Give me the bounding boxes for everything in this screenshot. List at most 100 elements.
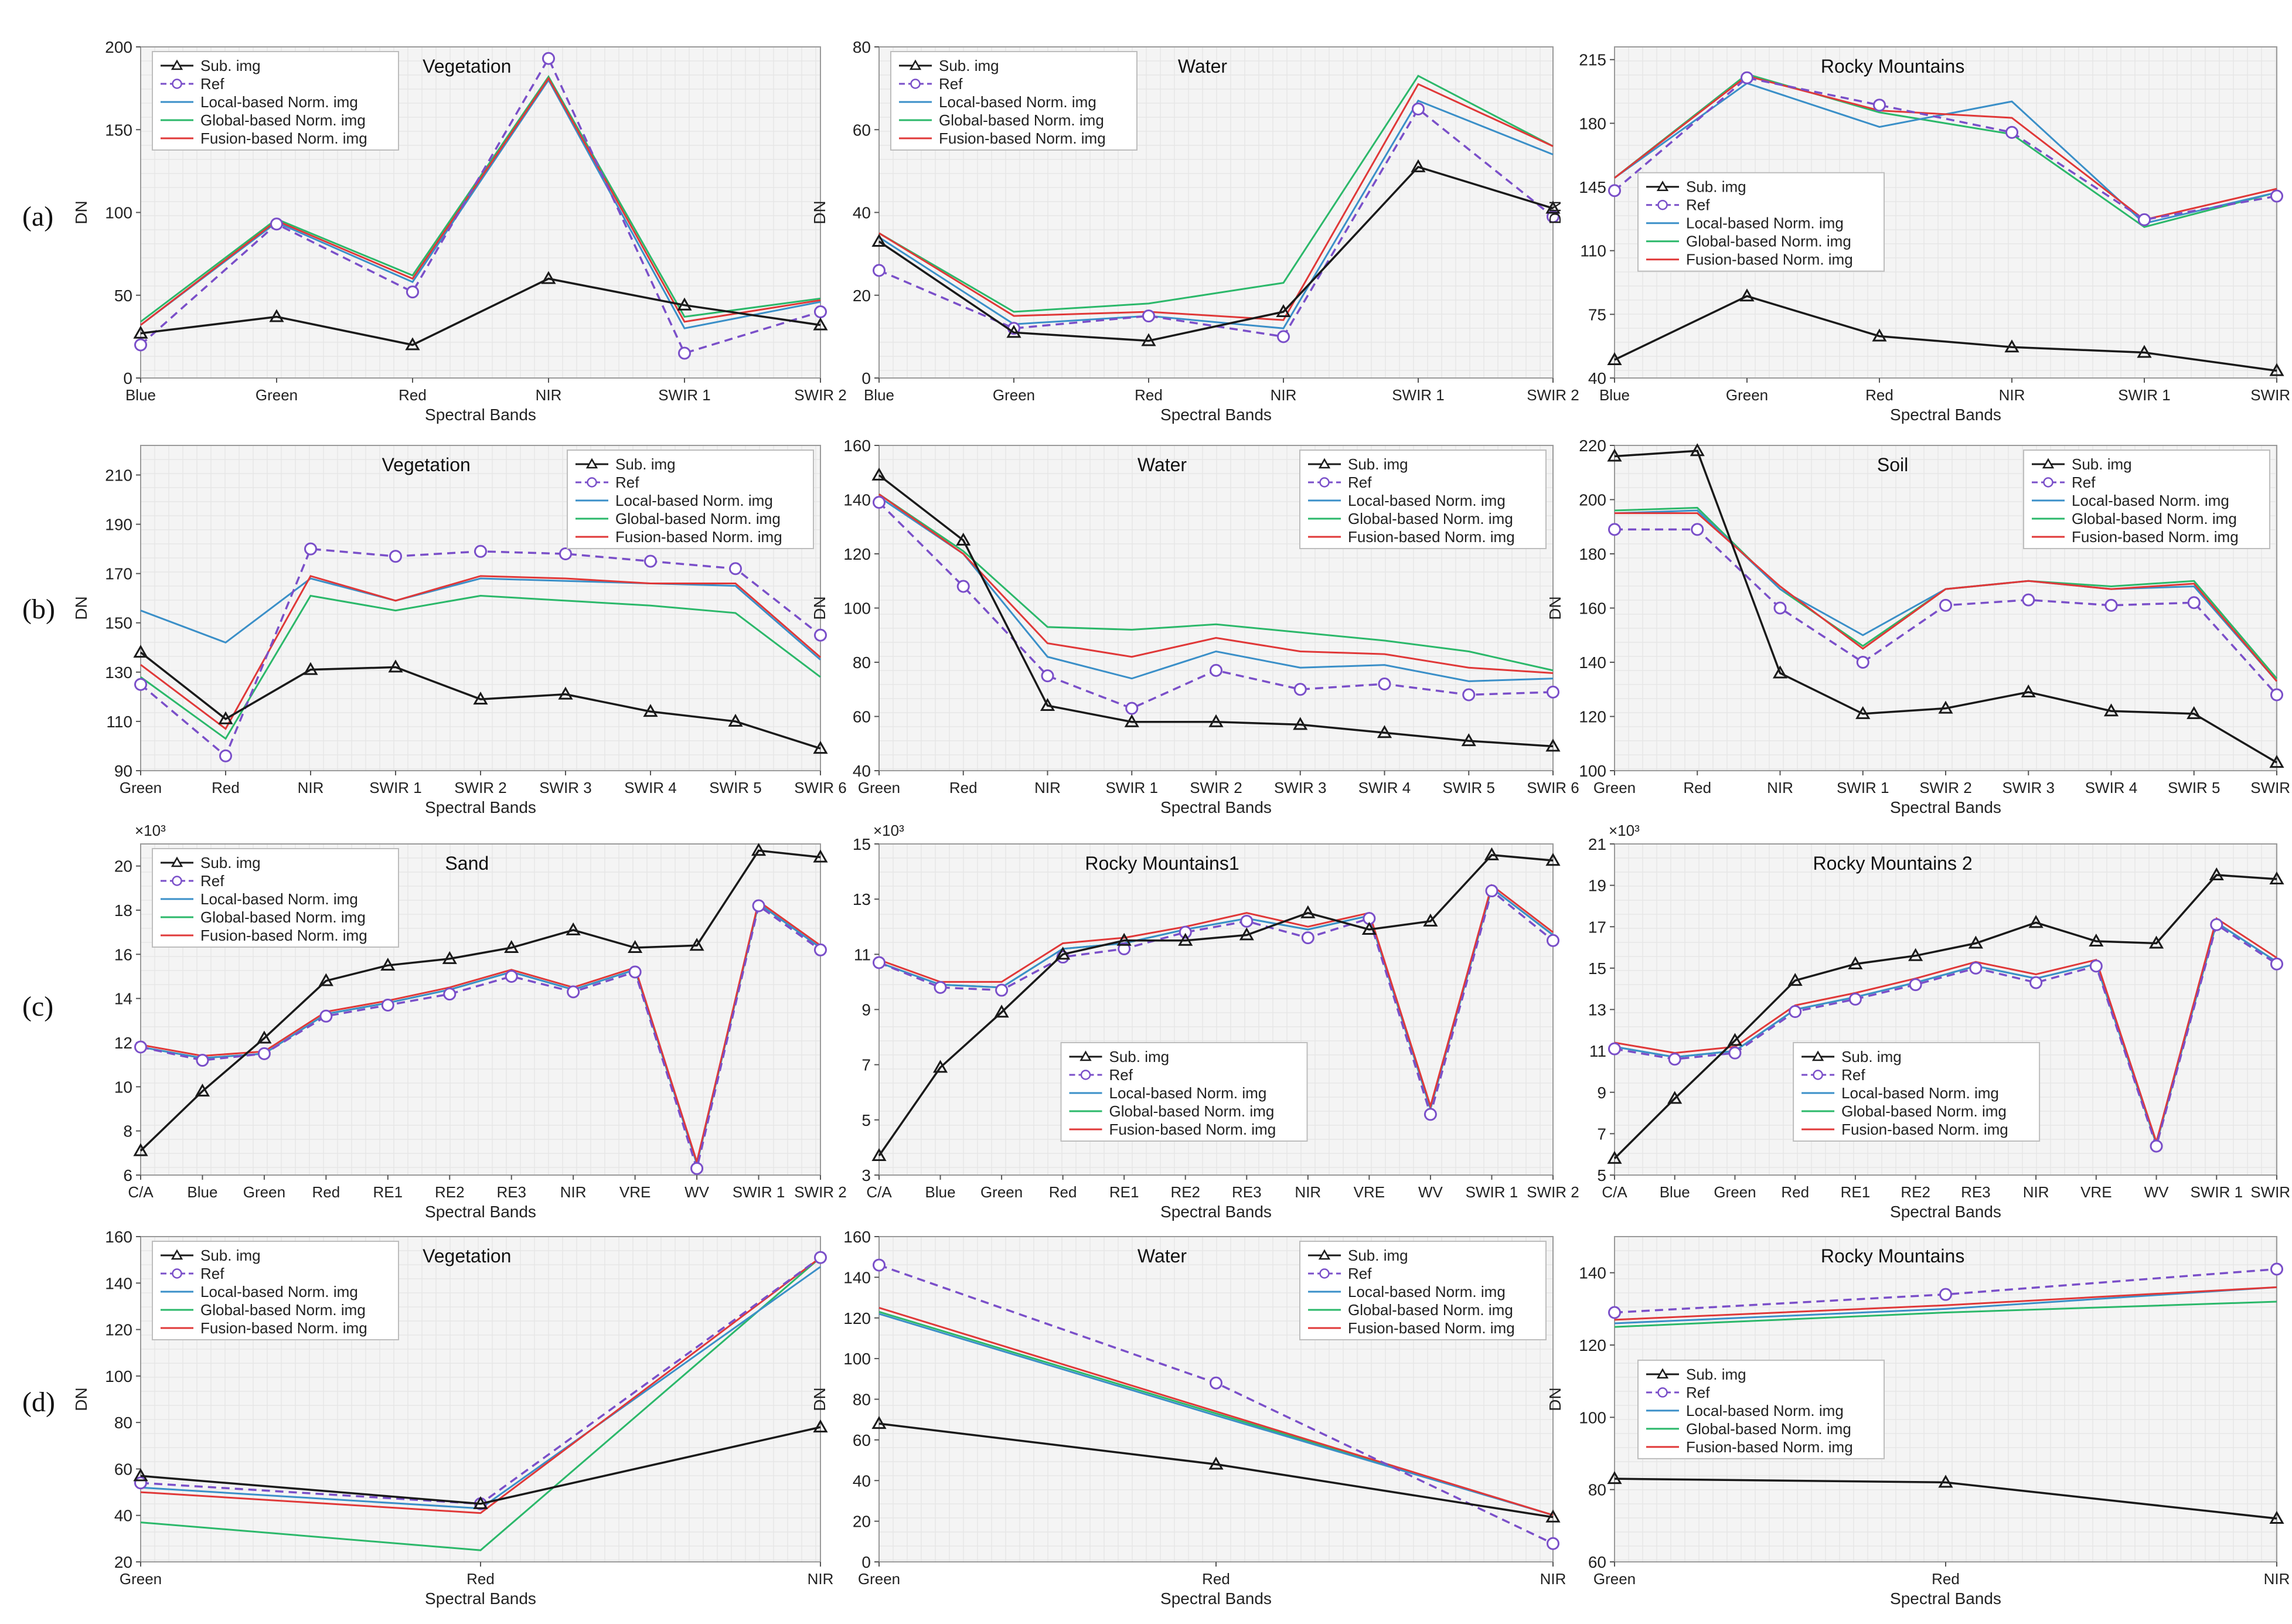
chart-3-series-ref-point bbox=[2138, 213, 2151, 226]
chart-8-x-tick-label: RE2 bbox=[1170, 1183, 1200, 1201]
chart-10-series-sub-point bbox=[813, 1419, 828, 1433]
chart-10-title: Vegetation bbox=[423, 1245, 511, 1266]
chart-2-y-tick-label: 40 bbox=[853, 204, 871, 222]
chart-3-series-ref-point bbox=[1741, 71, 1753, 84]
chart-4-series-ref-point bbox=[474, 544, 487, 558]
chart-2-title: Water bbox=[1178, 56, 1228, 77]
chart-2-legend-label-global: Global-based Norm. img bbox=[939, 111, 1104, 129]
chart-2-legend-label-fusion: Fusion-based Norm. img bbox=[939, 130, 1106, 147]
chart-5-y-tick-label: 160 bbox=[843, 437, 871, 455]
chart-10-legend-label-global: Global-based Norm. img bbox=[200, 1301, 366, 1319]
chart-5-legend-label-sub: Sub. img bbox=[1348, 455, 1408, 473]
chart-11-x-tick-label: Green bbox=[858, 1570, 900, 1588]
chart-2-y-tick-label: 80 bbox=[853, 38, 871, 56]
chart-8-x-tick-label: VRE bbox=[1354, 1183, 1385, 1201]
chart-12-legend-box bbox=[1637, 1359, 1885, 1459]
chart-6-series-ref-point bbox=[1691, 523, 1704, 536]
chart-12-series-sub-point bbox=[1938, 1475, 1953, 1488]
chart-2-series-sub-point bbox=[1141, 333, 1156, 346]
chart-2-legend-box bbox=[890, 51, 1138, 151]
chart-2-series-ref-point bbox=[873, 264, 886, 277]
chart-5-y-tick-label: 60 bbox=[853, 708, 871, 726]
chart-9-series-sub-point bbox=[2089, 933, 2104, 947]
chart-12-series-ref-point bbox=[2270, 1262, 2283, 1276]
chart-2-series-global-line bbox=[878, 74, 1554, 313]
chart-2-y-tick-label: 20 bbox=[853, 287, 871, 305]
chart-6-series-ref-point bbox=[1773, 601, 1787, 615]
chart-4-series-ref-point bbox=[304, 542, 317, 556]
chart-4-series-ref-point bbox=[729, 562, 742, 576]
chart-5-series-sub-point bbox=[1545, 738, 1561, 752]
chart-8-series-sub-point bbox=[994, 1005, 1009, 1018]
chart-5-x-tick-label: SWIR 5 bbox=[1442, 779, 1495, 796]
chart-8-series-sub-point bbox=[1239, 927, 1254, 941]
chart-6-y-axis-label: DN bbox=[1546, 596, 1564, 619]
chart-8-series-ref-point bbox=[1423, 1108, 1437, 1121]
chart-11-legend-label-local: Local-based Norm. img bbox=[1348, 1283, 1506, 1300]
chart-4-series-sub-point bbox=[303, 662, 318, 675]
chart-7-series-fusion-line bbox=[140, 900, 821, 1166]
chart-6-x-tick-label: SWIR 4 bbox=[2085, 779, 2138, 796]
chart-7-legend-box bbox=[152, 848, 399, 948]
chart-6-title: Soil bbox=[1877, 454, 1908, 475]
chart-4-x-tick-label: SWIR 6 bbox=[794, 779, 847, 796]
chart-11-legend-box bbox=[1299, 1241, 1547, 1340]
chart-9-legend-label-sub: Sub. img bbox=[1841, 1048, 1902, 1065]
chart-1-series-ref-point bbox=[270, 217, 283, 231]
chart-3-series-sub-line bbox=[1614, 295, 2277, 372]
chart-6-series-fusion-line bbox=[1615, 512, 2278, 682]
chart-1-series-sub-point bbox=[813, 317, 828, 331]
chart-9-y-tick-label: 5 bbox=[1597, 1166, 1606, 1184]
chart-1-legend-marker-ref bbox=[172, 79, 182, 89]
chart-5-x-tick-label: Green bbox=[858, 779, 900, 796]
chart-9-series-sub-point bbox=[1607, 1150, 1622, 1164]
chart-11-legend-marker-ref bbox=[1319, 1268, 1330, 1279]
chart-2-x-tick-label: Red bbox=[1135, 386, 1163, 404]
chart-4-y-tick-label: 130 bbox=[105, 663, 132, 682]
chart-6-series-sub-point bbox=[2021, 684, 2036, 697]
chart-12-series-fusion-line bbox=[1614, 1286, 2277, 1321]
chart-9-y-exponent: ×10³ bbox=[1609, 822, 1640, 839]
chart-4-series-sub-point bbox=[643, 704, 658, 717]
chart-9-x-tick-label: SWIR 2 bbox=[2250, 1183, 2292, 1201]
chart-7-series-sub-point bbox=[689, 938, 704, 951]
chart-8-y-tick-label: 9 bbox=[861, 1001, 871, 1019]
chart-10-series-ref-point bbox=[134, 1476, 147, 1490]
chart-5-x-tick-label: Red bbox=[949, 779, 978, 796]
chart-5-series-ref-point bbox=[1041, 669, 1054, 683]
chart-5-series-sub-line bbox=[878, 474, 1554, 748]
chart-4-series-local-line bbox=[140, 577, 821, 661]
chart-3-series-fusion-line bbox=[1614, 75, 2277, 221]
chart-4-y-tick-label: 150 bbox=[105, 614, 132, 632]
chart-5-legend-label-local: Local-based Norm. img bbox=[1348, 492, 1506, 509]
chart-6-series-ref-point bbox=[2022, 593, 2035, 607]
chart-8-y-tick-label: 11 bbox=[854, 945, 871, 963]
chart-8-legend-label-fusion: Fusion-based Norm. img bbox=[1109, 1121, 1276, 1138]
chart-8-title: Rocky Mountains1 bbox=[1085, 853, 1239, 874]
row-label-d: (d) bbox=[22, 1387, 55, 1418]
chart-7-x-tick-label: SWIR 1 bbox=[733, 1183, 785, 1201]
chart-12-series-local-line bbox=[1614, 1286, 2277, 1325]
chart-6-x-tick-label: SWIR 2 bbox=[1919, 779, 1972, 796]
chart-6-series-sub-point bbox=[2269, 755, 2284, 768]
chart-7-legend-label-local: Local-based Norm. img bbox=[200, 890, 358, 908]
chart-2-series-sub-line bbox=[878, 165, 1554, 342]
chart-1-series-sub-line bbox=[140, 277, 821, 346]
row-label-a: (a) bbox=[22, 201, 54, 232]
chart-4-legend-label-sub: Sub. img bbox=[615, 455, 676, 473]
chart-8-series-ref-point bbox=[934, 980, 947, 994]
chart-9-y-tick-label: 13 bbox=[1588, 1001, 1606, 1019]
chart-11-legend-label-ref: Ref bbox=[1348, 1265, 1372, 1282]
chart-3-legend-box bbox=[1637, 172, 1885, 272]
chart-4-y-tick-label: 90 bbox=[114, 762, 132, 780]
chart-5-y-tick-label: 140 bbox=[843, 491, 871, 509]
chart-5-series-fusion-line bbox=[878, 493, 1554, 674]
chart-1-x-tick-label: Blue bbox=[125, 386, 156, 404]
chart-7-series-sub-point bbox=[628, 940, 643, 954]
chart-12-legend-label-sub: Sub. img bbox=[1686, 1366, 1746, 1383]
chart-7-series-sub-point bbox=[318, 973, 333, 986]
